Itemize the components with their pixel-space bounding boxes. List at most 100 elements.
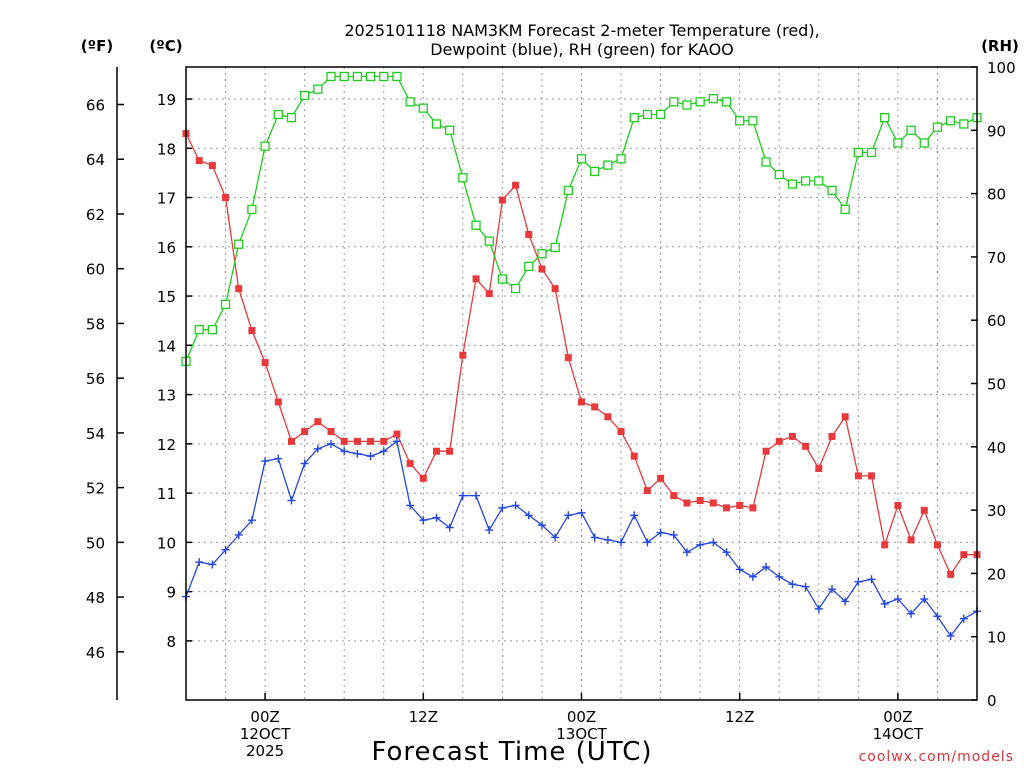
temperature-point	[432, 447, 440, 455]
celsius-tick-label: 8	[166, 633, 176, 651]
rh-tick-label: 80	[987, 186, 1006, 204]
rh-point	[814, 176, 824, 186]
temperature-point	[907, 536, 915, 544]
rh-point	[392, 71, 402, 82]
dewpoint-point	[524, 511, 533, 520]
dewpoint-point	[617, 538, 626, 547]
dewpoint-point	[880, 599, 889, 608]
rh-point	[365, 71, 376, 82]
temperature-point	[222, 194, 230, 202]
chart-title-line1: 2025101118 NAM3KM Forecast 2-meter Tempe…	[344, 21, 819, 40]
dewpoint-point	[907, 609, 916, 618]
temperature-point	[472, 275, 480, 283]
celsius-tick-label: 13	[157, 387, 176, 405]
temperature-point	[525, 230, 533, 238]
rh-point	[194, 325, 204, 335]
rh-tick-label: 40	[987, 439, 1006, 457]
rh-point	[326, 71, 336, 82]
rh-point	[853, 147, 863, 158]
x-tick-label: 12OCT	[240, 725, 291, 743]
rh-point	[721, 97, 732, 107]
fahrenheit-axis-unit: (ºF)	[81, 37, 113, 55]
rh-point	[945, 116, 956, 126]
temperature-point	[960, 551, 968, 559]
dewpoint-point	[643, 538, 652, 547]
rh-point	[866, 147, 877, 158]
rh-point	[827, 185, 837, 196]
rh-point	[247, 204, 257, 215]
fahrenheit-tick-label: 60	[86, 261, 105, 279]
dewpoint-point	[933, 612, 942, 621]
rh-point	[260, 141, 270, 151]
rh-tick-label: 60	[987, 312, 1006, 330]
dewpoint-point	[920, 595, 929, 604]
temperature-point	[657, 474, 665, 482]
dewpoint-point	[801, 582, 810, 591]
temperature-point	[683, 499, 691, 507]
temperature-point	[380, 437, 388, 445]
rh-point	[550, 242, 560, 253]
rh-point	[234, 239, 244, 249]
x-tick-label: 00Z	[250, 708, 279, 726]
rh-axis-unit: (RH)	[981, 37, 1019, 55]
temperature-point	[894, 501, 902, 509]
rh-point	[510, 283, 521, 294]
rh-point	[616, 154, 626, 164]
x-tick-label: 12Z	[409, 708, 438, 726]
temperature-point	[287, 437, 295, 445]
dewpoint-point	[603, 535, 612, 544]
temperature-point	[406, 460, 414, 468]
temperature-point	[736, 501, 744, 509]
dewpoint-point	[195, 558, 204, 567]
rh-point	[629, 112, 639, 123]
rh-tick-label: 50	[987, 376, 1006, 394]
fahrenheit-tick-label: 56	[86, 370, 105, 388]
fahrenheit-tick-label: 46	[86, 644, 105, 662]
rh-point	[708, 94, 718, 104]
temperature-point	[802, 442, 810, 450]
dewpoint-point	[472, 491, 481, 500]
dewpoint-point	[485, 526, 494, 535]
rh-point	[695, 97, 705, 107]
temperature-point	[749, 504, 757, 512]
rh-tick-label: 20	[987, 565, 1006, 583]
temperature-point	[274, 398, 282, 406]
x-tick-label: 00Z	[883, 708, 912, 726]
dewpoint-point	[313, 444, 322, 453]
fahrenheit-tick-label: 64	[86, 151, 105, 169]
dewpoint-point	[419, 516, 428, 525]
celsius-tick-label: 15	[157, 288, 176, 306]
rh-point	[787, 179, 798, 189]
temperature-point	[195, 157, 203, 165]
rh-point	[800, 176, 811, 186]
fahrenheit-tick-label: 48	[86, 589, 105, 607]
rh-tick-label: 100	[987, 59, 1016, 77]
celsius-axis-unit: (ºC)	[149, 37, 182, 55]
dewpoint-point	[327, 439, 336, 448]
dewpoint-point	[590, 533, 599, 542]
rh-point	[405, 97, 415, 107]
dewpoint-point	[208, 560, 217, 569]
rh-point	[748, 116, 758, 126]
dewpoint-point	[735, 565, 744, 574]
x-tick-label: 13OCT	[556, 725, 607, 743]
temperature-point	[643, 487, 651, 495]
rh-point	[524, 261, 534, 272]
temperature-point	[327, 428, 335, 436]
rh-point	[207, 325, 218, 335]
temperature-point	[604, 413, 612, 421]
x-tick-label: 00Z	[567, 708, 596, 726]
temperature-point	[485, 290, 493, 298]
celsius-tick-label: 10	[157, 534, 176, 552]
dewpoint-point	[340, 447, 349, 456]
rh-point	[959, 119, 969, 129]
dewpoint-point	[221, 545, 230, 554]
x-tick-label: 14OCT	[873, 725, 924, 743]
dewpoint-point	[247, 516, 256, 525]
temperature-point	[630, 452, 638, 460]
temperature-point	[775, 437, 783, 445]
dewpoint-point	[564, 511, 573, 520]
